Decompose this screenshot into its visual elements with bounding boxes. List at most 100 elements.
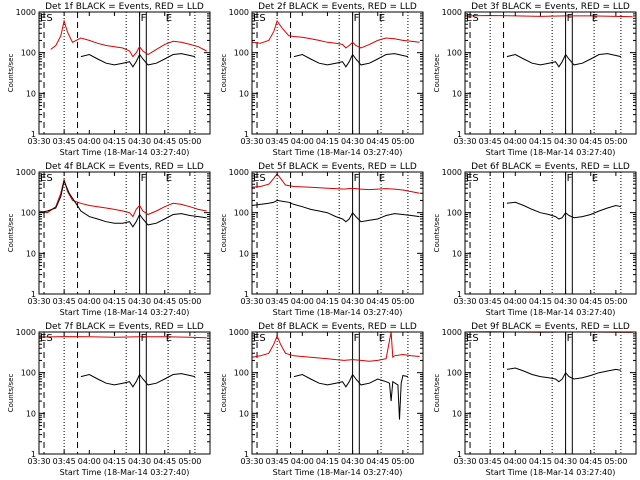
x-tick-label: 03:45 [53, 137, 76, 146]
x-tick-label: 05:00 [178, 457, 201, 466]
x-axis-label: Start Time (18-Mar-14 03:27:40) [486, 468, 616, 477]
y-tick-label: 1 [457, 130, 462, 139]
y-tick-label: 1 [31, 290, 36, 299]
event-marker-label: ES [466, 13, 479, 24]
y-tick-label: 10 [26, 409, 36, 418]
y-tick-label: 10 [239, 409, 249, 418]
chart-title: Det 5f BLACK = Events, RED = LLD [258, 162, 417, 172]
plot-frame [464, 331, 637, 455]
x-tick-label: 04:00 [504, 297, 527, 306]
x-tick-label: 04:15 [529, 137, 552, 146]
x-tick-label: 04:15 [103, 137, 126, 146]
event-marker-label: ES [253, 173, 266, 184]
y-tick-label: 1 [244, 290, 249, 299]
x-tick-label: 05:00 [178, 137, 201, 146]
y-tick-label: 1000 [16, 328, 36, 337]
x-tick-label: 04:30 [341, 137, 364, 146]
x-tick-label: 04:30 [128, 457, 151, 466]
x-tick-label: 04:30 [554, 297, 577, 306]
x-tick-label: 03:30 [453, 457, 476, 466]
y-tick-label: 1000 [229, 8, 249, 17]
series-line-lld [38, 336, 207, 339]
x-tick-label: 04:15 [103, 457, 126, 466]
y-tick-label: 100 [234, 369, 249, 378]
x-tick-label: 04:00 [78, 137, 101, 146]
x-tick-label: 05:00 [391, 457, 414, 466]
series-line-events [293, 53, 409, 68]
x-tick-label: 03:45 [266, 457, 289, 466]
x-tick-label: 03:30 [240, 137, 263, 146]
y-tick-label: 100 [21, 49, 36, 58]
x-tick-label: 04:45 [153, 137, 176, 146]
x-tick-label: 03:45 [53, 297, 76, 306]
event-marker-label: ES [40, 333, 53, 344]
event-marker-label: E [166, 333, 172, 344]
x-tick-label: 04:45 [579, 137, 602, 146]
series-line-events [251, 199, 420, 223]
x-axis-label: Start Time (18-Mar-14 03:27:40) [60, 468, 190, 477]
series-line-lld [251, 19, 420, 49]
x-axis-label: Start Time (18-Mar-14 03:27:40) [486, 308, 616, 317]
event-marker-label: ES [253, 333, 266, 344]
event-marker-label: F [141, 333, 147, 344]
event-marker-label: E [379, 333, 385, 344]
y-tick-label: 1000 [442, 8, 462, 17]
chart-title: Det 3f BLACK = Events, RED = LLD [471, 2, 630, 12]
y-tick-label: 100 [234, 49, 249, 58]
event-marker-label: F [567, 173, 573, 184]
x-tick-label: 04:00 [504, 137, 527, 146]
event-marker-label: F [141, 173, 147, 184]
y-tick-label: 100 [21, 369, 36, 378]
x-tick-label: 03:30 [240, 297, 263, 306]
y-tick-label: 1 [244, 450, 249, 459]
x-tick-label: 05:00 [178, 297, 201, 306]
series-line-events [293, 373, 409, 420]
event-marker-label: ES [466, 173, 479, 184]
event-marker-label: F [354, 173, 360, 184]
x-tick-label: 04:00 [291, 457, 314, 466]
x-tick-label: 04:30 [128, 297, 151, 306]
series-line-lld [251, 173, 420, 194]
chart-title: Det 4f BLACK = Events, RED = LLD [45, 162, 204, 172]
y-tick-label: 1000 [442, 168, 462, 177]
event-marker-label: E [592, 173, 598, 184]
plot-frame [38, 171, 211, 295]
chart-title: Det 7f BLACK = Events, RED = LLD [45, 322, 204, 332]
x-tick-label: 03:45 [266, 137, 289, 146]
y-tick-label: 1000 [229, 328, 249, 337]
plot-frame [38, 331, 211, 455]
x-tick-label: 04:00 [291, 137, 314, 146]
y-tick-label: 1000 [229, 168, 249, 177]
x-tick-label: 04:30 [341, 457, 364, 466]
x-tick-label: 04:15 [316, 457, 339, 466]
event-marker-label: F [567, 333, 573, 344]
event-marker-label: F [567, 13, 573, 24]
event-marker-label: F [141, 13, 147, 24]
x-tick-label: 04:30 [554, 457, 577, 466]
y-tick-label: 100 [447, 49, 462, 58]
x-tick-label: 04:30 [341, 297, 364, 306]
y-tick-label: 1 [457, 290, 462, 299]
x-tick-label: 04:15 [103, 297, 126, 306]
y-tick-label: 100 [21, 209, 36, 218]
x-tick-label: 04:30 [554, 137, 577, 146]
x-tick-label: 04:45 [579, 457, 602, 466]
y-tick-label: 10 [452, 409, 462, 418]
y-tick-label: 1000 [442, 328, 462, 337]
event-marker-label: ES [40, 13, 53, 24]
chart-title: Det 9f BLACK = Events, RED = LLD [471, 322, 630, 332]
y-tick-label: 10 [452, 89, 462, 98]
y-axis-label: Counts/sec [7, 54, 15, 93]
event-marker-label: E [592, 333, 598, 344]
y-tick-label: 1 [244, 130, 249, 139]
plot-frame [251, 331, 424, 455]
chart-title: Det 6f BLACK = Events, RED = LLD [471, 162, 630, 172]
series-line-events [80, 53, 196, 68]
y-tick-label: 1 [31, 130, 36, 139]
